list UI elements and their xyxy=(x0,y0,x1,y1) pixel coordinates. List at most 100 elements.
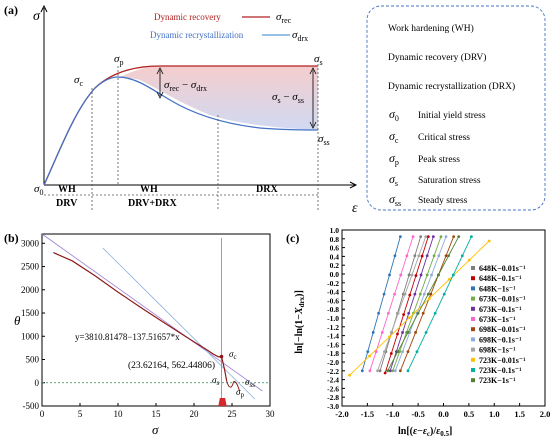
panel-a-annot-s-ss: σs − σss xyxy=(272,91,304,105)
panel-c-legend-label: 723K−1s⁻¹ xyxy=(479,376,516,385)
panel-c-point xyxy=(387,311,390,315)
panel-c-point xyxy=(442,292,446,296)
panel-b-plot xyxy=(41,233,270,406)
panel-b-ytick-label: 2000 xyxy=(21,285,40,295)
panel-b-fit-line xyxy=(41,233,263,392)
panel-c-ytick-label: -1.8 xyxy=(327,349,339,358)
panel-c-ytick-label: 1.0 xyxy=(330,226,340,235)
panel-c-point xyxy=(407,273,411,277)
panel-b-critical-point: (23.62164, 562.44806) xyxy=(128,360,215,371)
panel-a-label-sigma-s: σs xyxy=(314,53,323,67)
panel-c-series-line xyxy=(407,236,472,371)
panel-c-point xyxy=(429,292,433,296)
panel-c-point xyxy=(393,254,397,258)
panel-b-ytick-label: 1500 xyxy=(21,308,40,318)
panel-c-legend-label: 698K−0.01s⁻¹ xyxy=(479,325,526,334)
panel-c-point xyxy=(413,254,417,258)
panel-c-legend-label: 698K−0.1s⁻¹ xyxy=(479,335,522,344)
panel-c-legend-swatch xyxy=(471,266,475,270)
panel-c-xtick-label: -2.0 xyxy=(335,409,348,419)
panel-a-label-sigma-p: σp xyxy=(114,53,123,67)
panel-b-label-sigma-s: σs xyxy=(212,375,219,387)
panel-c-point xyxy=(444,235,448,239)
panel-c-point xyxy=(398,235,402,239)
panel-b-highlight-marker xyxy=(218,398,227,406)
panel-c: (c) ln[−ln(1−Xdrx)] ln[(ε−εc)/ε0.5] -2.0… xyxy=(286,226,550,438)
panel-a-y-arrow xyxy=(40,4,48,13)
panel-c-xtick-label: 0.5 xyxy=(464,409,475,419)
panel-c-legend-swatch xyxy=(471,276,475,281)
panel-c-point xyxy=(389,352,393,355)
panel-b-xtick-label: 15 xyxy=(152,409,162,419)
panel-c-series-line xyxy=(387,236,460,372)
panel-c-legend-swatch xyxy=(471,296,475,301)
panel-c-series-line xyxy=(384,236,429,374)
panel-c-point xyxy=(368,369,372,373)
panel-c-point xyxy=(419,273,423,277)
panel-c-legend-label: 723K−0.1s⁻¹ xyxy=(479,366,522,375)
panel-c-legend-swatch xyxy=(471,378,475,383)
panel-a-stage-drv-drx: DRV+DRX xyxy=(128,198,177,209)
panel-c-point xyxy=(406,331,410,334)
panel-c-point xyxy=(393,292,396,296)
panel-b-ytick-label: 500 xyxy=(26,355,40,365)
panel-c-point xyxy=(414,274,418,277)
panel-b-ytick-label: 1000 xyxy=(21,331,40,341)
panel-c-label: (c) xyxy=(286,231,299,245)
panel-c-point xyxy=(422,292,426,296)
panel-c-legend-label: 698K−1s⁻¹ xyxy=(479,346,516,355)
panel-b-curve-tail xyxy=(226,380,241,392)
panel-c-legend-label: 648K−1s⁻¹ xyxy=(479,284,516,293)
panel-c-point xyxy=(396,350,400,354)
panel-b-xtick-label: 25 xyxy=(228,409,238,419)
panel-a-legend-drx: Dynamic recrystallization xyxy=(150,30,244,40)
panel-c-point xyxy=(420,254,424,258)
panel-c-point xyxy=(467,258,471,262)
panel-c-series-line xyxy=(389,236,434,371)
side-legend-sym-p: σp xyxy=(389,151,399,167)
panel-c-point xyxy=(430,273,433,277)
panel-c-point xyxy=(401,331,404,334)
panel-c-point xyxy=(407,311,411,315)
panel-c-point xyxy=(388,273,391,277)
panel-c-point xyxy=(366,350,370,354)
panel-c-point xyxy=(427,297,431,300)
panel-c-point xyxy=(419,235,423,239)
panel-c-point xyxy=(348,373,352,377)
panel-a-stage-drv: DRV xyxy=(56,198,78,209)
panel-c-legend-swatch xyxy=(471,306,475,311)
panel-c-point xyxy=(424,331,428,334)
panel-c-ytick-label: -1.4 xyxy=(327,332,339,341)
panel-b-xtick-label: 20 xyxy=(190,409,200,419)
panel-c-xtick-label: 1.5 xyxy=(514,409,525,419)
panel-c-point xyxy=(396,332,399,336)
panel-c-point xyxy=(416,311,420,315)
panel-c-series-line xyxy=(361,236,401,371)
panel-c-point xyxy=(432,254,436,258)
panel-c-point xyxy=(406,369,410,373)
panel-c-point xyxy=(371,331,375,334)
panel-a-legend-sym-rec: σrec xyxy=(276,11,292,25)
panel-b-xtick-label: 5 xyxy=(78,409,83,419)
side-legend-text-c: Critical stress xyxy=(418,133,470,143)
panel-a-ylabel: σ xyxy=(33,9,41,24)
panel-c-point xyxy=(415,350,419,354)
panel-c-point xyxy=(418,292,422,296)
panel-c-point xyxy=(401,350,404,354)
panel-c-plot xyxy=(348,235,491,377)
panel-c-point xyxy=(447,277,451,281)
panel-c-ytick-label: 0.2 xyxy=(330,261,340,270)
panel-a-stage-wh-1: WH xyxy=(58,184,76,195)
panel-c-ticks: -2.0 -1.5 -1.0 -0.5 0.0 0.5 1.0 1.5 2.01.00.80.6… xyxy=(327,226,550,419)
panel-b-xtick-label: 10 xyxy=(114,409,124,419)
panel-a: (a) σ ε σc σp σs σss σ0 σrec − σdrx σs −… xyxy=(4,3,546,216)
panel-c-xtick-label: 0.0 xyxy=(438,409,449,419)
panel-c-point xyxy=(382,292,386,296)
panel-c-series-line xyxy=(349,240,490,376)
panel-c-series-line xyxy=(394,236,447,371)
panel-c-ytick-label: -1.2 xyxy=(327,323,339,332)
panel-c-legend-swatch xyxy=(471,317,475,321)
panel-c-legend-label: 648K−0.01s⁻¹ xyxy=(479,264,526,273)
panel-c-point xyxy=(377,311,381,315)
panel-c-xtick-label: -1.0 xyxy=(386,409,399,419)
